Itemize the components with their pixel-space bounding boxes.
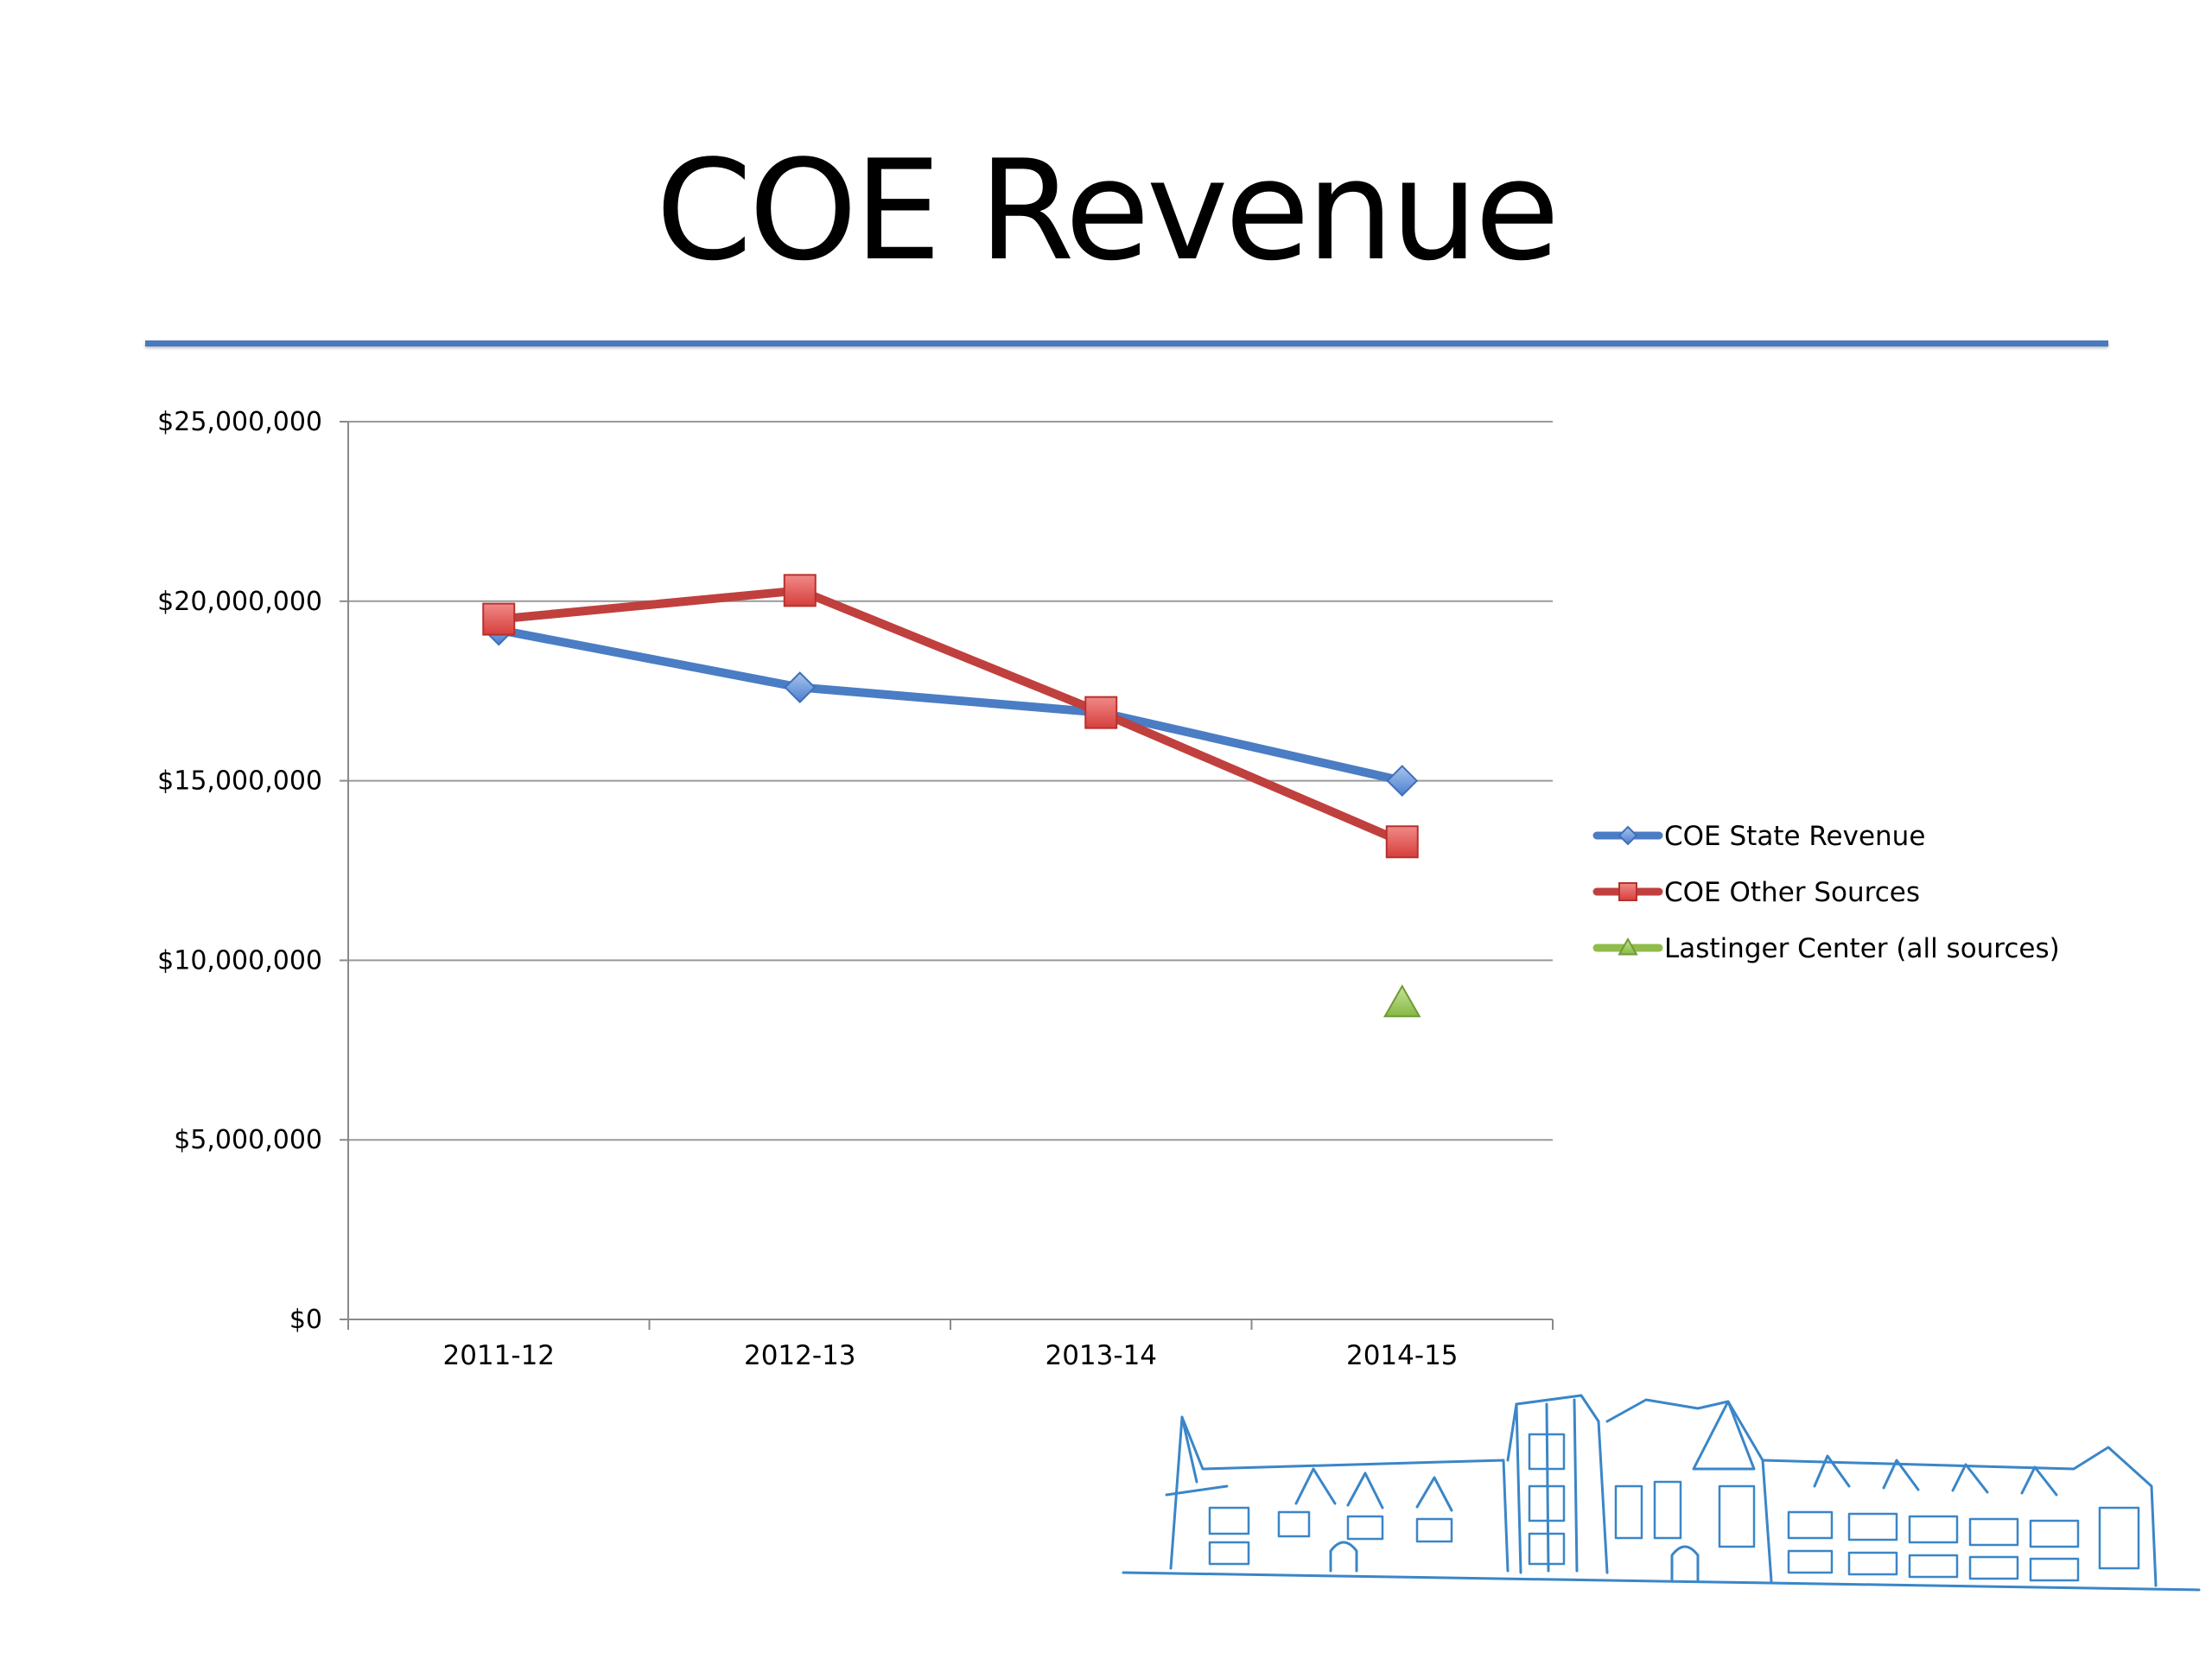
y-tick-label: $15,000,000 [157, 766, 322, 797]
legend-marker [1618, 937, 1638, 956]
chart-series [482, 574, 1421, 1018]
data-point [1386, 765, 1419, 798]
y-tick-label: $0 [289, 1305, 322, 1335]
chart-axes [340, 421, 1554, 1330]
x-tick-label: 2013-14 [1045, 1340, 1157, 1371]
data-point [482, 602, 516, 636]
y-tick-label: $10,000,000 [157, 945, 322, 976]
data-point [1084, 696, 1118, 729]
y-tick-label: $25,000,000 [157, 407, 322, 437]
legend-marker [1618, 882, 1637, 901]
x-tick-label: 2014-15 [1346, 1340, 1459, 1371]
x-tick-label: 2011-12 [442, 1340, 555, 1371]
x-axis-tick-labels: 2011-12 2012-13 2013-14 2014-15 [442, 1340, 1458, 1371]
data-point [783, 574, 817, 607]
series-line [494, 586, 1407, 847]
slide-title: COE Revenue [655, 130, 1560, 291]
data-point [1385, 825, 1419, 859]
legend-label: COE Other Sources [1664, 877, 1920, 908]
chart-gridlines [348, 421, 1553, 1141]
x-tick-label: 2012-13 [744, 1340, 856, 1371]
legend-label: Lastinger Center (all sources) [1664, 933, 2060, 964]
legend-label: COE State Revenue [1664, 821, 1925, 852]
data-point [784, 671, 817, 703]
legend-marker [1618, 825, 1638, 846]
y-axis-tick-labels: $0 $5,000,000 $10,000,000 $15,000,000 $20,00… [157, 407, 322, 1335]
series-line [494, 626, 1407, 785]
y-tick-label: $20,000,000 [157, 587, 322, 617]
chart-legend: COE State Revenue COE Other Sources Lastin… [1592, 821, 2060, 964]
y-tick-label: $5,000,000 [174, 1125, 322, 1155]
building-sketch-illustration [1122, 1394, 2201, 1592]
title-divider [145, 340, 2108, 346]
data-point [1383, 984, 1421, 1018]
